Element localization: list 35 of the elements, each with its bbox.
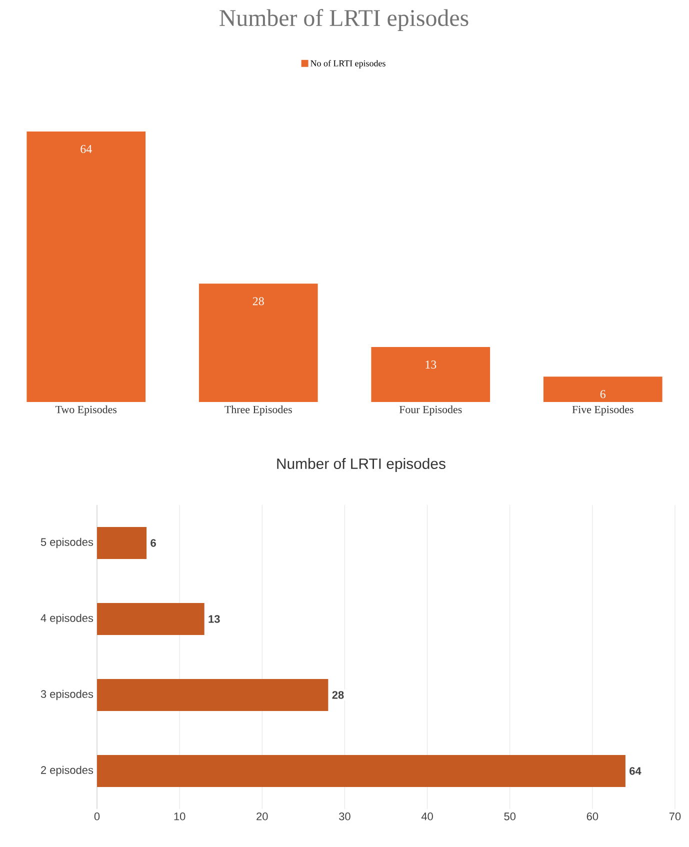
bar xyxy=(97,679,328,711)
x-tick-label: 40 xyxy=(421,812,433,820)
data-label: 6 xyxy=(150,539,156,547)
y-tick-label: 3 episodes xyxy=(40,690,94,700)
data-label: 64 xyxy=(630,767,642,775)
bar xyxy=(543,376,662,402)
x-tick-label: 30 xyxy=(339,812,350,820)
bar xyxy=(97,755,626,787)
y-tick-label: 2 episodes xyxy=(41,766,94,776)
y-tick-label: 4 episodes xyxy=(40,614,94,624)
x-tick-label: Four Episodes xyxy=(399,406,462,416)
x-tick-label: 50 xyxy=(504,812,516,820)
x-tick-label: 10 xyxy=(174,812,186,820)
data-label: 13 xyxy=(208,615,220,623)
legend-label: No of LRTI episodes xyxy=(310,60,386,68)
x-tick-label: 20 xyxy=(256,812,268,820)
x-tick-label: Two Episodes xyxy=(56,406,117,416)
x-tick-label: 0 xyxy=(94,812,100,820)
data-label: 28 xyxy=(332,691,344,699)
data-label: 64 xyxy=(80,145,92,154)
x-tick-label: 70 xyxy=(669,812,681,820)
chart-title: Number of LRTI episodes xyxy=(220,9,468,31)
data-label: 6 xyxy=(600,390,606,398)
x-tick-label: 60 xyxy=(586,812,598,820)
data-label: 13 xyxy=(426,360,436,369)
data-label: 28 xyxy=(252,297,264,306)
bar xyxy=(26,132,146,402)
x-tick-label: Three Episodes xyxy=(224,406,292,416)
bar xyxy=(97,603,204,635)
x-tick-label: Five Episodes xyxy=(572,406,634,416)
y-tick-label: 5 episodes xyxy=(40,538,94,548)
bar xyxy=(371,347,490,402)
bar xyxy=(198,284,318,402)
bar xyxy=(97,527,147,559)
chart-title: Number of LRTI episodes xyxy=(277,458,446,472)
